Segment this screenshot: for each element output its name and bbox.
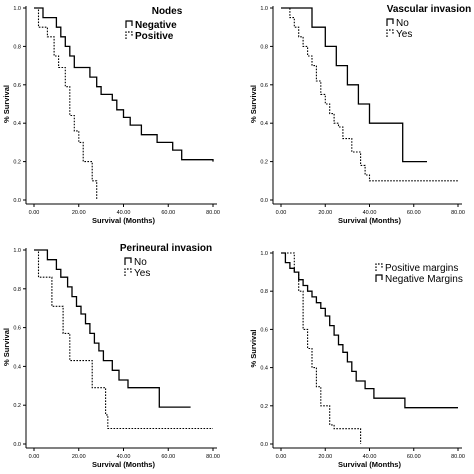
series-line-no [34, 249, 191, 408]
legend-swatch [386, 29, 394, 37]
km-panel-top-left: 0.0 0.2 0.4 0.6 0.8 1.0 0.00 20.00 40.00 60.00 80.… [2, 5, 220, 225]
y-tick-label: 1.0 [260, 6, 268, 12]
legend-title: Nodes [152, 6, 183, 17]
legend-box [124, 5, 202, 41]
y-axis-label: % Survival [2, 85, 11, 123]
y-tick-label: 0.8 [13, 44, 21, 50]
y-axis-label: % Survival [249, 330, 258, 368]
y-tick-label: 0.0 [13, 198, 21, 204]
x-tick-label: 20.00 [72, 210, 86, 216]
x-tick-label: 0.00 [276, 454, 287, 460]
legend-box [123, 242, 201, 278]
y-tick-label: 0.0 [260, 442, 268, 448]
x-tick-label: 40.00 [363, 454, 377, 460]
y-tick-label: 0.4 [260, 121, 268, 127]
y-tick-label: 0.2 [13, 160, 21, 166]
y-tick-label: 0.2 [13, 403, 21, 409]
legend-title: Perineural invasion [120, 243, 212, 254]
y-tick-label: 1.0 [13, 248, 21, 254]
y-tick-label: 0.4 [260, 366, 268, 372]
series-line-negative [34, 7, 214, 162]
legend-label: Positive margins [385, 263, 458, 274]
km-panel-top-right: 0.0 0.2 0.4 0.6 0.8 1.0 0.00 20.00 40.00 60.00 80.… [249, 3, 471, 225]
y-tick-label: 0.6 [260, 327, 268, 333]
x-tick-label: 60.00 [161, 210, 175, 216]
x-tick-label: 0.00 [29, 454, 40, 460]
series-line-positive-margins [281, 252, 362, 444]
y-tick-label: 0.0 [260, 198, 268, 204]
km-panel-bottom-right: 0.0 0.2 0.4 0.6 0.8 1.0 0.00 20.00 40.00 60.00 80.… [249, 251, 466, 469]
y-tick-label: 0.2 [260, 160, 268, 166]
legend-label: Yes [396, 29, 412, 40]
x-tick-label: 60.00 [161, 454, 175, 460]
x-tick-label: 40.00 [117, 210, 131, 216]
x-tick-label: 20.00 [318, 210, 332, 216]
legend-box [374, 260, 466, 286]
x-tick-label: 60.00 [407, 210, 421, 216]
y-tick-label: 0.6 [13, 83, 21, 89]
x-tick-label: 0.00 [29, 210, 40, 216]
legend-swatch [375, 263, 383, 271]
y-axis-label: % Survival [249, 85, 258, 123]
y-axis-label: % Survival [2, 328, 11, 366]
y-tick-label: 1.0 [13, 6, 21, 12]
series-line-yes [281, 7, 458, 182]
y-tick-label: 0.8 [260, 44, 268, 50]
x-tick-label: 80.00 [206, 210, 220, 216]
x-tick-label: 40.00 [117, 454, 131, 460]
legend-label: Yes [134, 268, 150, 279]
y-tick-label: 0.0 [13, 442, 21, 448]
legend-swatch [125, 31, 133, 39]
x-tick-label: 40.00 [363, 210, 377, 216]
x-tick-label: 0.00 [276, 210, 287, 216]
y-tick-label: 0.8 [260, 289, 268, 295]
x-tick-label: 60.00 [407, 454, 421, 460]
series-line-positive [34, 7, 98, 200]
legend-title: Vascular invasion [387, 4, 472, 15]
x-tick-label: 80.00 [206, 454, 220, 460]
x-tick-label: 20.00 [72, 454, 86, 460]
y-tick-label: 0.6 [260, 83, 268, 89]
legend-swatch [124, 268, 132, 276]
x-axis-label: Survival (Months) [338, 460, 401, 469]
x-tick-label: 80.00 [451, 454, 465, 460]
series-line-negative-margins [281, 252, 458, 409]
legend-swatch [125, 20, 133, 28]
legend-label: Negative [135, 20, 177, 31]
x-axis-label: Survival (Months) [338, 216, 401, 225]
x-tick-label: 20.00 [318, 454, 332, 460]
x-axis-label: Survival (Months) [92, 216, 155, 225]
legend-swatch [386, 18, 394, 26]
y-tick-label: 0.8 [13, 287, 21, 293]
y-tick-label: 0.2 [260, 404, 268, 410]
legend-label: Negative Margins [385, 274, 463, 285]
x-axis-label: Survival (Months) [92, 460, 155, 469]
legend-label: No [396, 18, 409, 29]
legend-swatch [375, 274, 383, 282]
y-tick-label: 0.4 [13, 121, 21, 127]
series-line-no [281, 7, 427, 163]
legend-box [385, 3, 465, 39]
y-tick-label: 0.4 [13, 364, 21, 370]
legend-label: No [134, 257, 147, 268]
y-tick-label: 0.6 [13, 326, 21, 332]
km-panel-bottom-left: 0.0 0.2 0.4 0.6 0.8 1.0 0.00 20.00 40.00 60.00 80.… [2, 242, 220, 469]
y-tick-label: 1.0 [260, 251, 268, 257]
legend-label: Positive [135, 31, 174, 42]
series-line-yes [34, 249, 213, 430]
x-tick-label: 80.00 [451, 210, 465, 216]
legend-swatch [124, 257, 132, 265]
